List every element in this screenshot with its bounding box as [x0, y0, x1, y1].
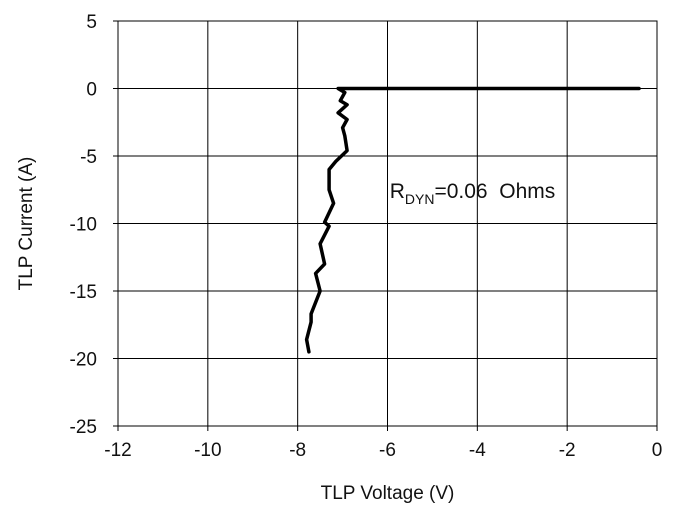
x-tick-label: -6: [379, 440, 396, 461]
x-tick-label: -4: [469, 440, 486, 461]
x-axis-title: TLP Voltage (V): [321, 483, 455, 504]
y-tick-label: -5: [80, 147, 97, 168]
y-tick-label: 0: [86, 80, 97, 101]
x-tick-label: -10: [194, 440, 221, 461]
y-tick-label: -20: [70, 350, 97, 371]
x-axis-ticks: -12 -10 -8 -6 -4 -2 0: [104, 426, 662, 461]
y-axis-ticks: 5 0 -5 -10 -15 -20 -25: [70, 12, 118, 438]
annotation-subscript: DYN: [405, 191, 435, 207]
y-tick-label: -10: [70, 215, 97, 236]
y-tick-label: -15: [70, 282, 97, 303]
annotation-main: R: [390, 180, 405, 203]
x-tick-label: -2: [559, 440, 576, 461]
dynamic-resistance-annotation: RDYN=0.06 Ohms: [390, 180, 556, 207]
y-axis-title: TLP Current (A): [16, 157, 37, 291]
series-line: [304, 86, 641, 354]
x-tick-label: 0: [652, 440, 663, 461]
grid-lines: [117, 20, 658, 427]
y-tick-label: -25: [70, 417, 97, 438]
series-group: [304, 86, 641, 354]
x-tick-label: -8: [289, 440, 306, 461]
y-tick-label: 5: [86, 12, 97, 33]
annotation-rest: =0.06 Ohms: [434, 180, 555, 203]
x-tick-label: -12: [104, 440, 131, 461]
